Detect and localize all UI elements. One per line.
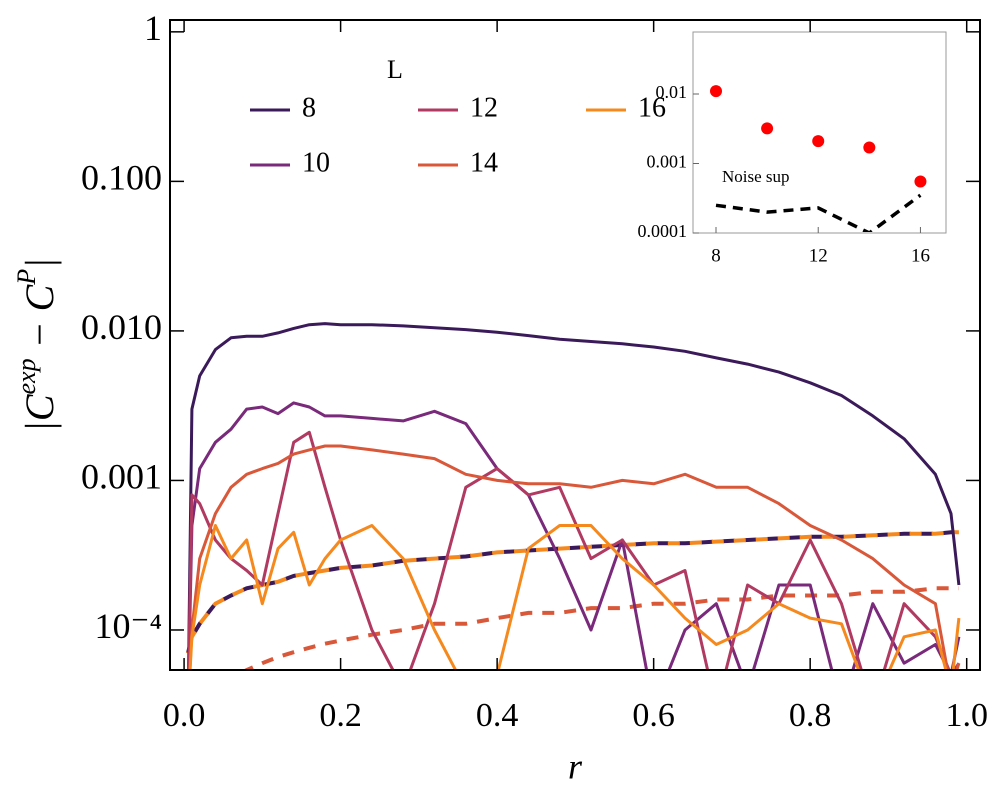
x-tick-label: 0.8: [789, 697, 832, 734]
y-tick-label: 0.100: [81, 158, 162, 198]
series-line: [187, 430, 961, 669]
legend-label: 16: [638, 92, 666, 123]
inset-frame: [692, 31, 947, 234]
x-tick-label: 0.2: [319, 697, 362, 734]
inset-point: [761, 122, 774, 135]
inset-y-tick-label: 0.001: [647, 152, 688, 172]
legend-label: 14: [470, 147, 498, 178]
x-tick-label: 1.0: [945, 697, 988, 734]
y-axis-label-part: − C: [17, 283, 62, 358]
y-axis-label-part: |C: [17, 393, 62, 432]
reference-curve: [186, 530, 959, 654]
inset-point: [863, 141, 876, 154]
x-tick-label: 0.4: [476, 697, 519, 734]
y-tick-label: 0.001: [81, 457, 162, 497]
y-axis-label-part: P: [12, 269, 41, 286]
inset-y-tick-label: 0.0001: [638, 221, 688, 241]
plot-frame: [169, 19, 981, 671]
x-axis-label: r: [568, 746, 583, 786]
inset-y-tick-label: 0.01: [656, 82, 688, 102]
plot-area: [186, 322, 961, 669]
x-tick-label: 0.6: [632, 697, 675, 734]
inset-line: [715, 193, 922, 232]
x-tick-label: 0.0: [163, 697, 206, 734]
inset-point: [812, 135, 825, 148]
legend-label: 12: [470, 92, 498, 123]
y-axis-label-part: exp: [12, 358, 41, 394]
inset-annotation: Noise sup: [722, 167, 790, 186]
y-tick-label: 1: [144, 8, 162, 48]
series-line: [188, 444, 961, 669]
series-line: [188, 524, 961, 669]
legend-label: 10: [302, 147, 330, 178]
inset-plot: [710, 85, 927, 232]
inset-x-tick-label: 8: [711, 245, 721, 266]
y-axis-label-part: |: [17, 258, 62, 269]
inset-point: [914, 175, 927, 188]
y-tick-label: 10⁻⁴: [94, 606, 162, 646]
y-tick-label: 0.010: [81, 307, 162, 347]
y-axis-label: |Cexp − CP|: [12, 258, 62, 432]
inset-x-tick-label: 16: [911, 245, 930, 266]
series-line: [187, 322, 961, 669]
reference-curve: [244, 586, 959, 669]
inset-x-tick-label: 12: [809, 245, 828, 266]
legend-title: L: [387, 55, 403, 84]
legend-label: 8: [302, 92, 316, 123]
inset-point: [710, 85, 722, 98]
